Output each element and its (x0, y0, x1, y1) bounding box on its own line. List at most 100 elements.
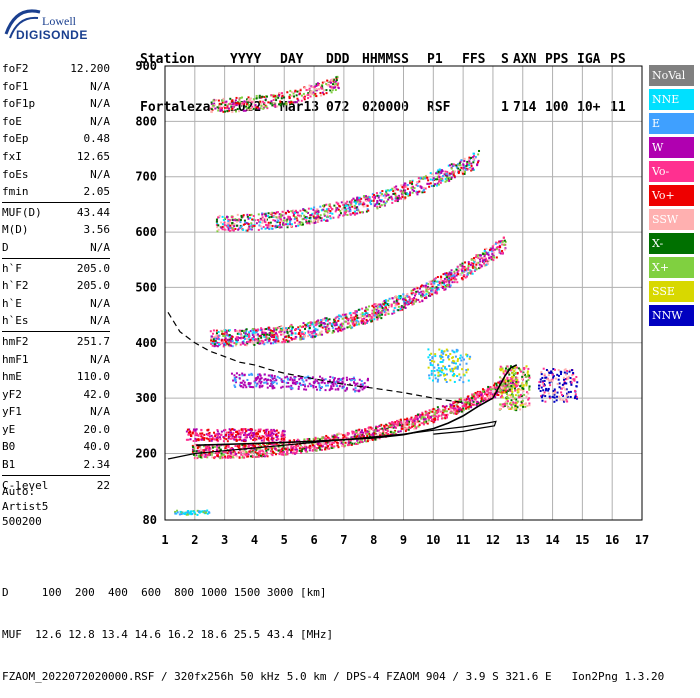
echo-point (251, 218, 253, 220)
echo-point (249, 374, 251, 376)
echo-point (239, 227, 241, 229)
echo-point (350, 204, 352, 206)
echo-point (212, 436, 214, 438)
echo-point (350, 442, 352, 444)
echo-point (398, 431, 400, 433)
echo-point (528, 389, 530, 391)
echo-point (571, 369, 573, 371)
echo-point (230, 438, 232, 440)
echo-point (464, 399, 466, 401)
echo-point (216, 436, 218, 438)
echo-point (198, 455, 200, 457)
echo-point (524, 406, 526, 408)
echo-point (246, 338, 248, 340)
echo-point (430, 178, 432, 180)
echo-point (422, 291, 424, 293)
echo-point (412, 292, 414, 294)
echo-point (337, 216, 339, 218)
echo-point (363, 313, 365, 315)
x-tick-label: 7 (340, 533, 347, 547)
echo-point (437, 406, 439, 408)
echo-point (224, 222, 226, 224)
echo-point (471, 393, 473, 395)
echo-point (211, 440, 213, 442)
echo-point (386, 426, 388, 428)
echo-point (391, 304, 393, 306)
echo-point (406, 186, 408, 188)
echo-point (486, 397, 488, 399)
echo-point (227, 225, 229, 227)
echo-point (404, 420, 406, 422)
echo-point (553, 401, 555, 403)
echo-point (423, 285, 425, 287)
echo-point (372, 196, 374, 198)
echo-point (546, 369, 548, 371)
echo-point (468, 164, 470, 166)
echo-point (477, 401, 479, 403)
echo-point (242, 229, 244, 231)
echo-point (243, 451, 245, 453)
echo-point (316, 389, 318, 391)
echo-point (495, 383, 497, 385)
echo-point (461, 277, 463, 279)
echo-point (230, 457, 232, 459)
echo-point (243, 214, 245, 216)
echo-point (281, 381, 283, 383)
echo-point (440, 279, 442, 281)
echo-point (341, 445, 343, 447)
echo-point (295, 225, 297, 227)
echo-point (383, 300, 385, 302)
echo-point (376, 207, 378, 209)
echo-point (291, 387, 293, 389)
echo-point (243, 434, 245, 436)
echo-point (256, 378, 258, 380)
echo-point (515, 394, 517, 396)
echo-point (218, 331, 220, 333)
echo-point (250, 214, 252, 216)
echo-point (224, 456, 226, 458)
echo-point (448, 281, 450, 283)
echo-point (449, 368, 451, 370)
echo-point (456, 281, 458, 283)
echo-point (386, 432, 388, 434)
echo-point (202, 456, 204, 458)
echo-point (265, 328, 267, 330)
echo-point (457, 366, 459, 368)
echo-point (323, 213, 325, 215)
echo-point (394, 426, 396, 428)
echo-point (522, 406, 524, 408)
echo-point (497, 382, 499, 384)
echo-point (477, 262, 479, 264)
echo-point (500, 403, 502, 405)
echo-point (234, 330, 236, 332)
echo-point (310, 321, 312, 323)
echo-point (214, 446, 216, 448)
echo-point (302, 333, 304, 335)
echo-point (212, 447, 214, 449)
echo-point (304, 385, 306, 387)
echo-point (467, 402, 469, 404)
echo-point (232, 432, 234, 434)
echo-point (321, 331, 323, 333)
echo-point (331, 383, 333, 385)
echo-point (339, 385, 341, 387)
echo-point (469, 168, 471, 170)
echo-point (490, 391, 492, 393)
echo-point (347, 214, 349, 216)
echo-point (247, 446, 249, 448)
echo-point (218, 335, 220, 337)
echo-point (352, 212, 354, 214)
echo-point (344, 212, 346, 214)
echo-point (223, 437, 225, 439)
echo-point (335, 209, 337, 211)
echo-point (259, 430, 261, 432)
echo-point (239, 221, 241, 223)
echo-point (374, 308, 376, 310)
echo-point (570, 384, 572, 386)
echo-point (400, 297, 402, 299)
y-tick-label: 900 (135, 59, 157, 73)
echo-point (267, 341, 269, 343)
echo-point (313, 438, 315, 440)
echo-point (270, 222, 272, 224)
echo-point (286, 453, 288, 455)
